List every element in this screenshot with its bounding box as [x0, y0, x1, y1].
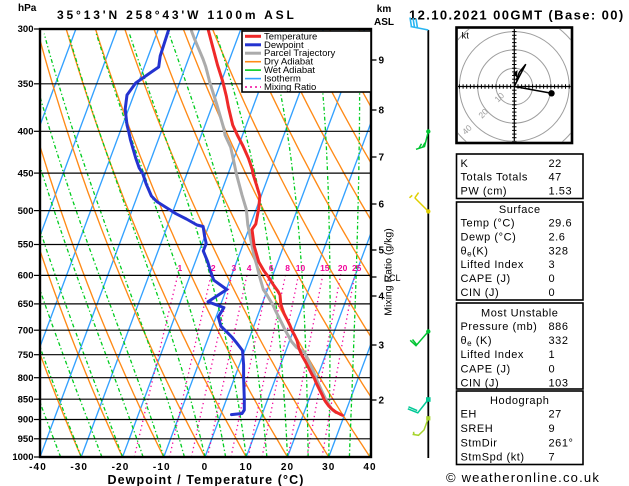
- svg-text:km: km: [377, 4, 392, 15]
- svg-text:12.10.2021 00GMT (Base: 00): 12.10.2021 00GMT (Base: 00): [409, 8, 625, 23]
- svg-text:-30: -30: [70, 462, 88, 473]
- svg-text:Temp (°C): Temp (°C): [461, 218, 516, 230]
- svg-text:-10: -10: [153, 462, 171, 473]
- svg-text:5: 5: [379, 246, 385, 257]
- svg-text:Dewpoint / Temperature (°C): Dewpoint / Temperature (°C): [108, 473, 305, 486]
- svg-text:0: 0: [549, 363, 556, 375]
- svg-text:θe (K): θe (K): [461, 335, 493, 348]
- svg-text:400: 400: [18, 127, 34, 138]
- svg-text:900: 900: [18, 415, 34, 426]
- svg-text:1000: 1000: [12, 452, 33, 463]
- svg-text:Dewp (°C): Dewp (°C): [461, 231, 517, 243]
- svg-text:7: 7: [549, 452, 556, 464]
- svg-text:EH: EH: [461, 409, 477, 421]
- svg-text:K: K: [461, 158, 469, 170]
- svg-text:Lifted Index: Lifted Index: [461, 259, 524, 271]
- svg-text:6: 6: [269, 263, 274, 273]
- svg-text:3: 3: [379, 341, 385, 352]
- svg-text:35°13'N 258°43'W 1100m ASL: 35°13'N 258°43'W 1100m ASL: [57, 8, 297, 22]
- svg-text:PW (cm): PW (cm): [461, 185, 508, 197]
- svg-text:Mixing Ratio: Mixing Ratio: [264, 82, 316, 93]
- svg-text:Hodograph: Hodograph: [490, 395, 549, 407]
- svg-text:7: 7: [379, 153, 385, 164]
- svg-text:800: 800: [18, 373, 34, 384]
- svg-text:8: 8: [285, 263, 290, 273]
- svg-text:2.6: 2.6: [549, 231, 566, 243]
- svg-text:CAPE (J): CAPE (J): [461, 273, 511, 285]
- svg-text:2: 2: [379, 396, 385, 407]
- svg-text:47: 47: [549, 172, 562, 184]
- svg-text:300: 300: [18, 24, 34, 35]
- svg-text:SREH: SREH: [461, 423, 494, 435]
- svg-text:2: 2: [211, 263, 216, 273]
- svg-text:3: 3: [232, 263, 237, 273]
- svg-text:350: 350: [18, 79, 34, 90]
- svg-text:650: 650: [18, 299, 34, 310]
- svg-text:LCL: LCL: [384, 273, 401, 283]
- svg-text:Lifted Index: Lifted Index: [461, 349, 524, 361]
- svg-text:1: 1: [178, 263, 183, 273]
- svg-text:25: 25: [352, 263, 362, 273]
- svg-text:700: 700: [18, 325, 34, 336]
- svg-text:© weatheronline.co.uk: © weatheronline.co.uk: [446, 470, 600, 485]
- svg-text:1: 1: [549, 349, 556, 361]
- svg-text:500: 500: [18, 206, 34, 217]
- svg-text:Mixing Ratio (g/kg): Mixing Ratio (g/kg): [383, 228, 395, 316]
- svg-text:0: 0: [202, 462, 209, 473]
- svg-text:886: 886: [549, 321, 569, 333]
- svg-text:20: 20: [338, 263, 348, 273]
- svg-text:StmDir: StmDir: [461, 437, 498, 449]
- svg-text:103: 103: [549, 377, 569, 389]
- svg-text:950: 950: [18, 434, 34, 445]
- svg-text:10: 10: [296, 263, 306, 273]
- svg-text:0: 0: [549, 273, 556, 285]
- svg-text:kt: kt: [462, 31, 470, 42]
- svg-text:θe(K): θe(K): [461, 245, 489, 258]
- svg-text:10: 10: [240, 462, 253, 473]
- svg-text:40: 40: [363, 462, 376, 473]
- svg-text:9: 9: [379, 56, 385, 67]
- svg-text:328: 328: [549, 245, 569, 257]
- svg-text:9: 9: [549, 423, 556, 435]
- svg-text:ASL: ASL: [374, 17, 394, 28]
- svg-text:CAPE (J): CAPE (J): [461, 363, 511, 375]
- svg-text:Pressure (mb): Pressure (mb): [461, 321, 538, 333]
- svg-text:3: 3: [549, 259, 556, 271]
- svg-text:1.53: 1.53: [549, 185, 573, 197]
- svg-text:Temperature: Temperature: [264, 31, 317, 42]
- svg-text:22: 22: [549, 158, 562, 170]
- svg-text:261°: 261°: [549, 437, 574, 449]
- svg-text:600: 600: [18, 271, 34, 282]
- svg-text:Wet Adiabat: Wet Adiabat: [264, 65, 315, 76]
- svg-text:850: 850: [18, 394, 34, 405]
- svg-text:Most Unstable: Most Unstable: [481, 308, 558, 320]
- svg-text:332: 332: [549, 335, 569, 347]
- svg-text:450: 450: [18, 168, 34, 179]
- svg-text:30: 30: [322, 462, 335, 473]
- svg-text:29.6: 29.6: [549, 218, 573, 230]
- svg-text:6: 6: [379, 200, 385, 211]
- svg-text:Dry Adiabat: Dry Adiabat: [264, 57, 313, 68]
- svg-text:15: 15: [320, 263, 330, 273]
- svg-text:CIN (J): CIN (J): [461, 377, 500, 389]
- svg-text:Totals Totals: Totals Totals: [461, 172, 528, 184]
- svg-text:550: 550: [18, 240, 34, 251]
- svg-text:27: 27: [549, 409, 562, 421]
- svg-text:StmSpd (kt): StmSpd (kt): [461, 452, 525, 464]
- svg-text:Isotherm: Isotherm: [264, 74, 301, 85]
- svg-text:8: 8: [379, 106, 385, 117]
- svg-text:750: 750: [18, 350, 34, 361]
- svg-text:hPa: hPa: [18, 3, 37, 14]
- svg-text:4: 4: [379, 292, 385, 303]
- svg-text:4: 4: [247, 263, 252, 273]
- svg-text:-40: -40: [29, 462, 47, 473]
- svg-text:-20: -20: [112, 462, 130, 473]
- svg-text:CIN (J): CIN (J): [461, 287, 500, 299]
- svg-text:0: 0: [549, 287, 556, 299]
- svg-text:20: 20: [281, 462, 294, 473]
- svg-text:Dewpoint: Dewpoint: [264, 40, 304, 51]
- svg-text:Parcel Trajectory: Parcel Trajectory: [264, 48, 336, 59]
- svg-text:Surface: Surface: [499, 204, 541, 216]
